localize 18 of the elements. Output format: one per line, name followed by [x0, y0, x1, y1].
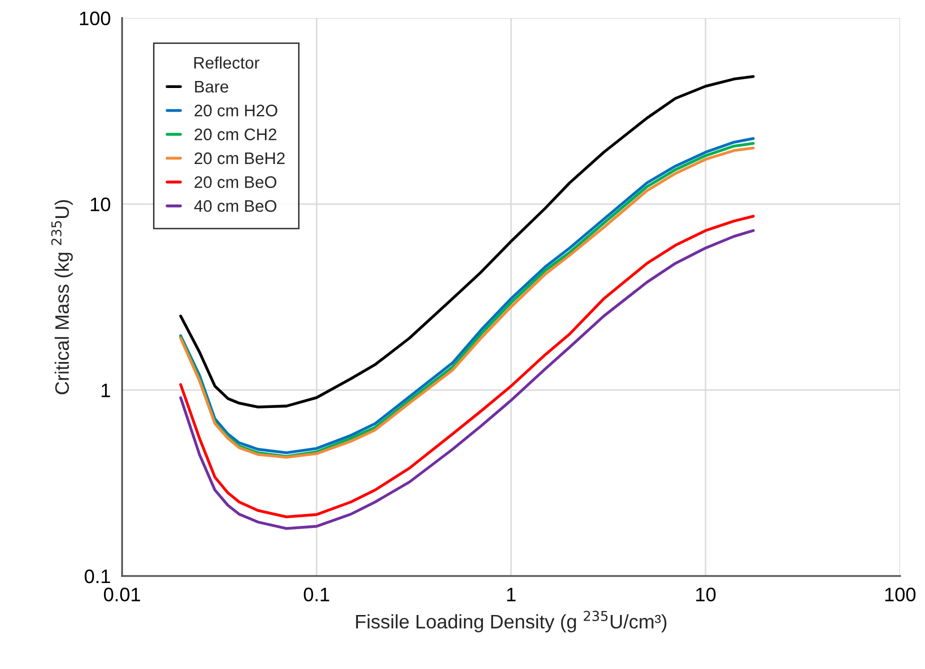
legend-title: Reflector	[194, 56, 260, 69]
legend-label: Bare	[195, 80, 228, 93]
y-tick-label: 10	[90, 198, 110, 212]
x-tick-label: 100	[885, 588, 916, 602]
x-tick-label: 10	[696, 588, 716, 602]
x-tick-label: 0.1	[304, 588, 330, 602]
legend-label: 20 cm H2O	[194, 104, 278, 116]
y-axis-title: Critical Mass (kg $^{235}$U)	[51, 200, 73, 394]
x-tick-label: 0.01	[104, 588, 140, 602]
legend-label: 20 cm BeO	[194, 176, 276, 188]
y-tick-label: 100	[80, 12, 110, 26]
x-tick-label: 1	[507, 588, 516, 602]
y-tick-label: 0.1	[84, 569, 110, 584]
legend-label: 40 cm BeO	[194, 200, 276, 212]
legend-label: 20 cm BeH2	[194, 152, 285, 164]
y-tick-label: 1	[102, 384, 110, 398]
legend-label: 20 cm CH2	[194, 128, 276, 140]
x-axis-title: Fissile Loading Density (g $^{235}$U/cm³)	[356, 610, 666, 632]
